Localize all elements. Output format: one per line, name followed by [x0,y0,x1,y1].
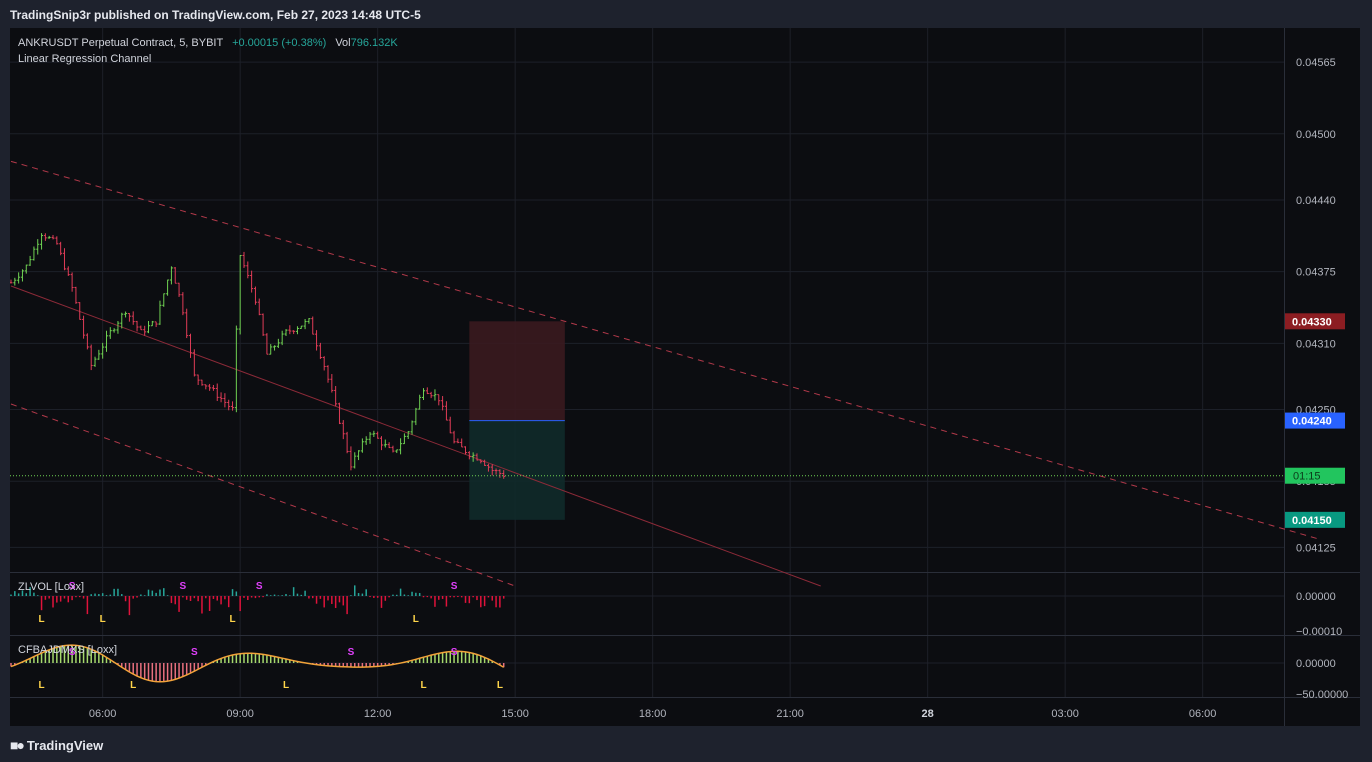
time-tick-label: 15:00 [501,708,529,720]
regression-center-line [10,285,821,587]
price-badge-text-stop: 0.04330 [1292,316,1332,328]
cfb-long-signal: L [39,680,45,691]
time-tick-label: 21:00 [776,708,804,720]
price-badge-text-entry: 0.04240 [1292,416,1332,428]
volume-label: Vol [335,37,351,49]
price-badge-target [1285,511,1345,528]
price-tick-label: 0.04565 [1296,57,1336,69]
cfb-tick-label: −50.00000 [1296,689,1348,701]
tradingview-logo[interactable]: ■● TradingView [10,737,103,753]
time-tick-label: 06:00 [89,708,117,720]
volume-value: 796.132K [350,37,398,49]
zlvol-long-signal: L [100,614,106,625]
zlvol-tick-label: 0.00000 [1296,591,1336,603]
zlvol-short-signal: S [451,581,458,592]
time-tick-label: 18:00 [639,708,667,720]
price-badge-text-countdown: 01:15 [1293,471,1321,483]
regression-upper-band [10,160,1318,540]
candles [10,233,506,479]
indicator-name-lrc[interactable]: Linear Regression Channel [18,53,152,65]
cfb-short-signal: S [348,647,355,658]
footer: ■● TradingView [0,728,1372,762]
price-tick-label: 0.04440 [1296,195,1336,207]
position-stop-zone [469,321,565,421]
cfb-histogram [10,645,505,682]
price-badge-text-target: 0.04150 [1292,515,1332,527]
time-tick-label: 03:00 [1051,708,1079,720]
tradingview-logo-icon: ■● [10,737,25,753]
cfb-long-signal: L [130,680,136,691]
chart-area[interactable]: 0.04565 0.04500 0.04440 0.04375 0.04310 0.042… [10,28,1360,726]
position-target-zone [469,420,565,520]
published-by-text: TradingSnip3r published on TradingView.c… [10,8,421,22]
price-change: +0.00015 (+0.38%) [232,37,327,49]
price-badge-countdown [1285,467,1345,484]
price-badge-stop [1285,313,1345,330]
chart-canvas[interactable]: 0.04565 0.04500 0.04440 0.04375 0.04310 0.042… [10,28,1360,726]
tradingview-brand-text: TradingView [26,737,104,753]
time-tick-label: 06:00 [1189,708,1217,720]
price-tick-label: 0.04125 [1296,542,1336,554]
price-tick-label: 0.04375 [1296,267,1336,279]
zlvol-long-signal: L [413,614,419,625]
time-tick-label: 28 [922,708,934,720]
cfb-short-signal: S [69,647,76,658]
cfb-short-signal: S [451,647,458,658]
zlvol-short-signal: S [69,581,76,592]
zlvol-label[interactable]: ZLVOL [Loxx] [18,581,85,593]
time-tick-label: 09:00 [226,708,254,720]
zlvol-long-signal: L [229,614,235,625]
chart-legend: ANKRUSDT Perpetual Contract, 5, BYBIT +0… [18,35,398,67]
publish-header: TradingSnip3r published on TradingView.c… [0,0,1372,28]
cfb-long-signal: L [420,680,426,691]
symbol-title[interactable]: ANKRUSDT Perpetual Contract, 5, BYBIT [18,37,224,49]
cfb-long-signal: L [497,680,503,691]
cfb-tick-label: 0.00000 [1296,658,1336,670]
regression-lower-band [10,403,516,587]
price-tick-label: 0.04310 [1296,338,1336,350]
price-badge-entry [1285,412,1345,429]
zlvol-tick-label: −0.00010 [1296,626,1342,638]
cfb-label[interactable]: CFBAJDMXS [Loxx] [18,644,118,656]
cfb-signal-curve [10,644,505,683]
zlvol-short-signal: S [256,581,263,592]
zlvol-histogram [10,585,505,616]
cfb-long-signal: L [283,680,289,691]
zlvol-short-signal: S [180,581,187,592]
zlvol-long-signal: L [39,614,45,625]
price-tick-label: 0.04500 [1296,129,1336,141]
time-tick-label: 12:00 [364,708,392,720]
cfb-short-signal: S [191,647,198,658]
